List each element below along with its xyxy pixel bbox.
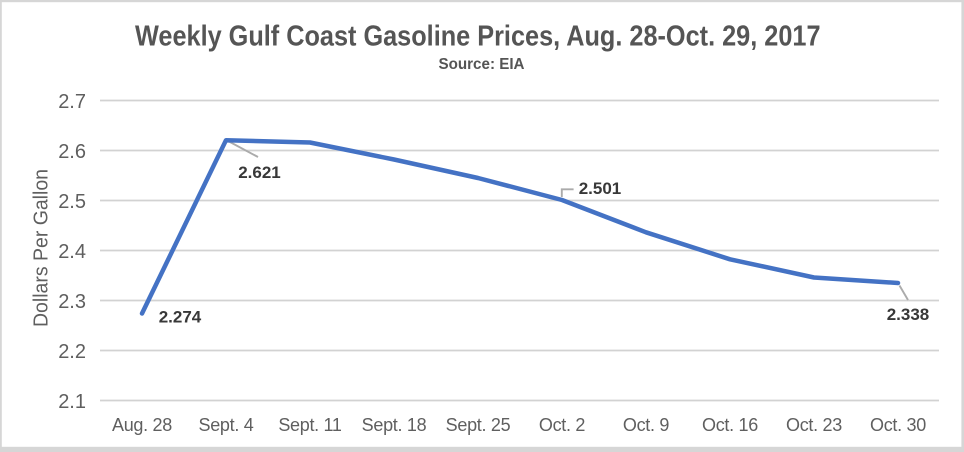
svg-text:2.2: 2.2 (58, 341, 86, 363)
svg-text:Dollars Per Gallon: Dollars Per Gallon (31, 169, 53, 327)
svg-text:Oct. 2: Oct. 2 (539, 415, 586, 435)
svg-text:2.6: 2.6 (58, 141, 86, 163)
svg-text:2.501: 2.501 (579, 179, 622, 198)
svg-text:Source: EIA: Source: EIA (439, 56, 525, 73)
svg-text:Aug. 28: Aug. 28 (112, 415, 172, 435)
svg-text:Oct. 23: Oct. 23 (786, 415, 842, 435)
svg-text:2.621: 2.621 (238, 163, 281, 182)
svg-text:2.3: 2.3 (58, 291, 86, 313)
svg-text:2.4: 2.4 (58, 241, 86, 263)
svg-text:Oct. 30: Oct. 30 (870, 415, 926, 435)
svg-text:Weekly Gulf Coast Gasoline Pri: Weekly Gulf Coast Gasoline Prices, Aug. … (135, 20, 821, 52)
svg-text:2.1: 2.1 (58, 391, 86, 413)
svg-text:2.5: 2.5 (58, 191, 86, 213)
svg-text:2.338: 2.338 (887, 305, 930, 324)
svg-text:2.7: 2.7 (58, 91, 86, 113)
svg-text:Oct. 16: Oct. 16 (702, 415, 758, 435)
svg-text:Sept. 18: Sept. 18 (362, 415, 427, 435)
svg-text:Sept. 25: Sept. 25 (446, 415, 511, 435)
svg-text:Sept. 4: Sept. 4 (199, 415, 254, 435)
svg-text:Oct. 9: Oct. 9 (623, 415, 670, 435)
svg-text:2.274: 2.274 (159, 308, 202, 327)
svg-text:Sept. 11: Sept. 11 (278, 415, 342, 435)
